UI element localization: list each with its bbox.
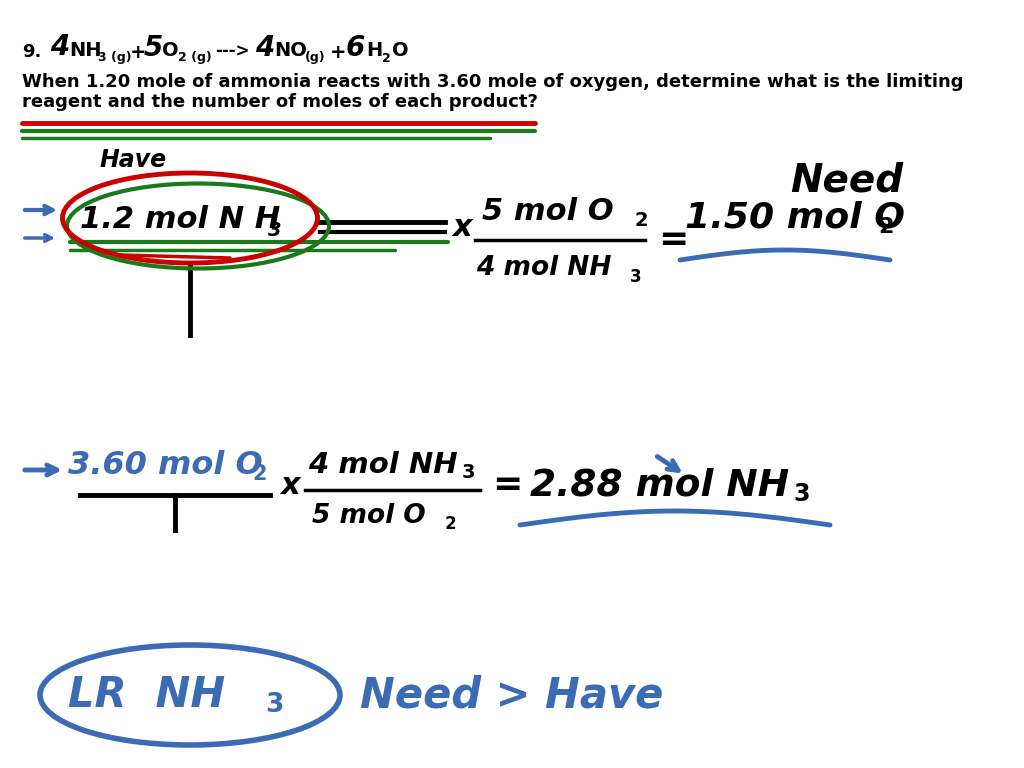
Text: 1.50 mol O: 1.50 mol O	[685, 201, 905, 235]
Text: 3: 3	[462, 464, 475, 482]
Text: Need > Have: Need > Have	[360, 674, 664, 716]
Text: 3: 3	[793, 482, 810, 506]
Text: 2: 2	[878, 217, 893, 237]
Text: (g): (g)	[305, 51, 326, 65]
Text: O: O	[162, 41, 178, 59]
Text: When 1.20 mole of ammonia reacts with 3.60 mole of oxygen, determine what is the: When 1.20 mole of ammonia reacts with 3.…	[22, 73, 964, 91]
Text: 3: 3	[268, 220, 282, 240]
Text: 3.60 mol O: 3.60 mol O	[68, 449, 263, 481]
Text: 5: 5	[144, 34, 163, 62]
Text: NO: NO	[274, 41, 307, 59]
Text: +: +	[130, 42, 146, 61]
Text: 4 mol NH: 4 mol NH	[308, 451, 458, 479]
Text: 4: 4	[255, 34, 274, 62]
Text: NH: NH	[69, 41, 101, 59]
Text: 1.2 mol N H: 1.2 mol N H	[80, 206, 281, 234]
Text: 2: 2	[445, 515, 457, 533]
Text: x: x	[280, 471, 300, 499]
Text: 2.88 mol NH: 2.88 mol NH	[530, 467, 790, 503]
Text: +: +	[330, 42, 346, 61]
Text: 4 mol NH: 4 mol NH	[476, 255, 611, 281]
Text: 9.: 9.	[22, 43, 41, 61]
Text: 3: 3	[265, 692, 284, 718]
Text: 4: 4	[50, 33, 70, 61]
Text: reagent and the number of moles of each product?: reagent and the number of moles of each …	[22, 93, 538, 111]
Text: 6: 6	[346, 34, 366, 62]
Text: O: O	[392, 41, 409, 59]
Text: Have: Have	[100, 148, 167, 172]
Text: 5 mol O: 5 mol O	[482, 197, 613, 227]
Text: =: =	[492, 468, 522, 502]
Text: 2: 2	[252, 464, 266, 484]
Text: x: x	[452, 214, 472, 243]
Text: 3 (g): 3 (g)	[98, 51, 132, 65]
Text: LR  NH: LR NH	[68, 674, 225, 716]
Text: 5 mol O: 5 mol O	[312, 503, 426, 529]
Text: 2: 2	[634, 210, 647, 230]
Text: 2 (g): 2 (g)	[178, 51, 212, 65]
Text: 3: 3	[630, 268, 642, 286]
Text: 2: 2	[382, 51, 391, 65]
Text: --->: --->	[215, 43, 250, 61]
Text: H: H	[366, 41, 382, 59]
Text: =: =	[658, 223, 688, 257]
Text: Need: Need	[790, 161, 903, 199]
